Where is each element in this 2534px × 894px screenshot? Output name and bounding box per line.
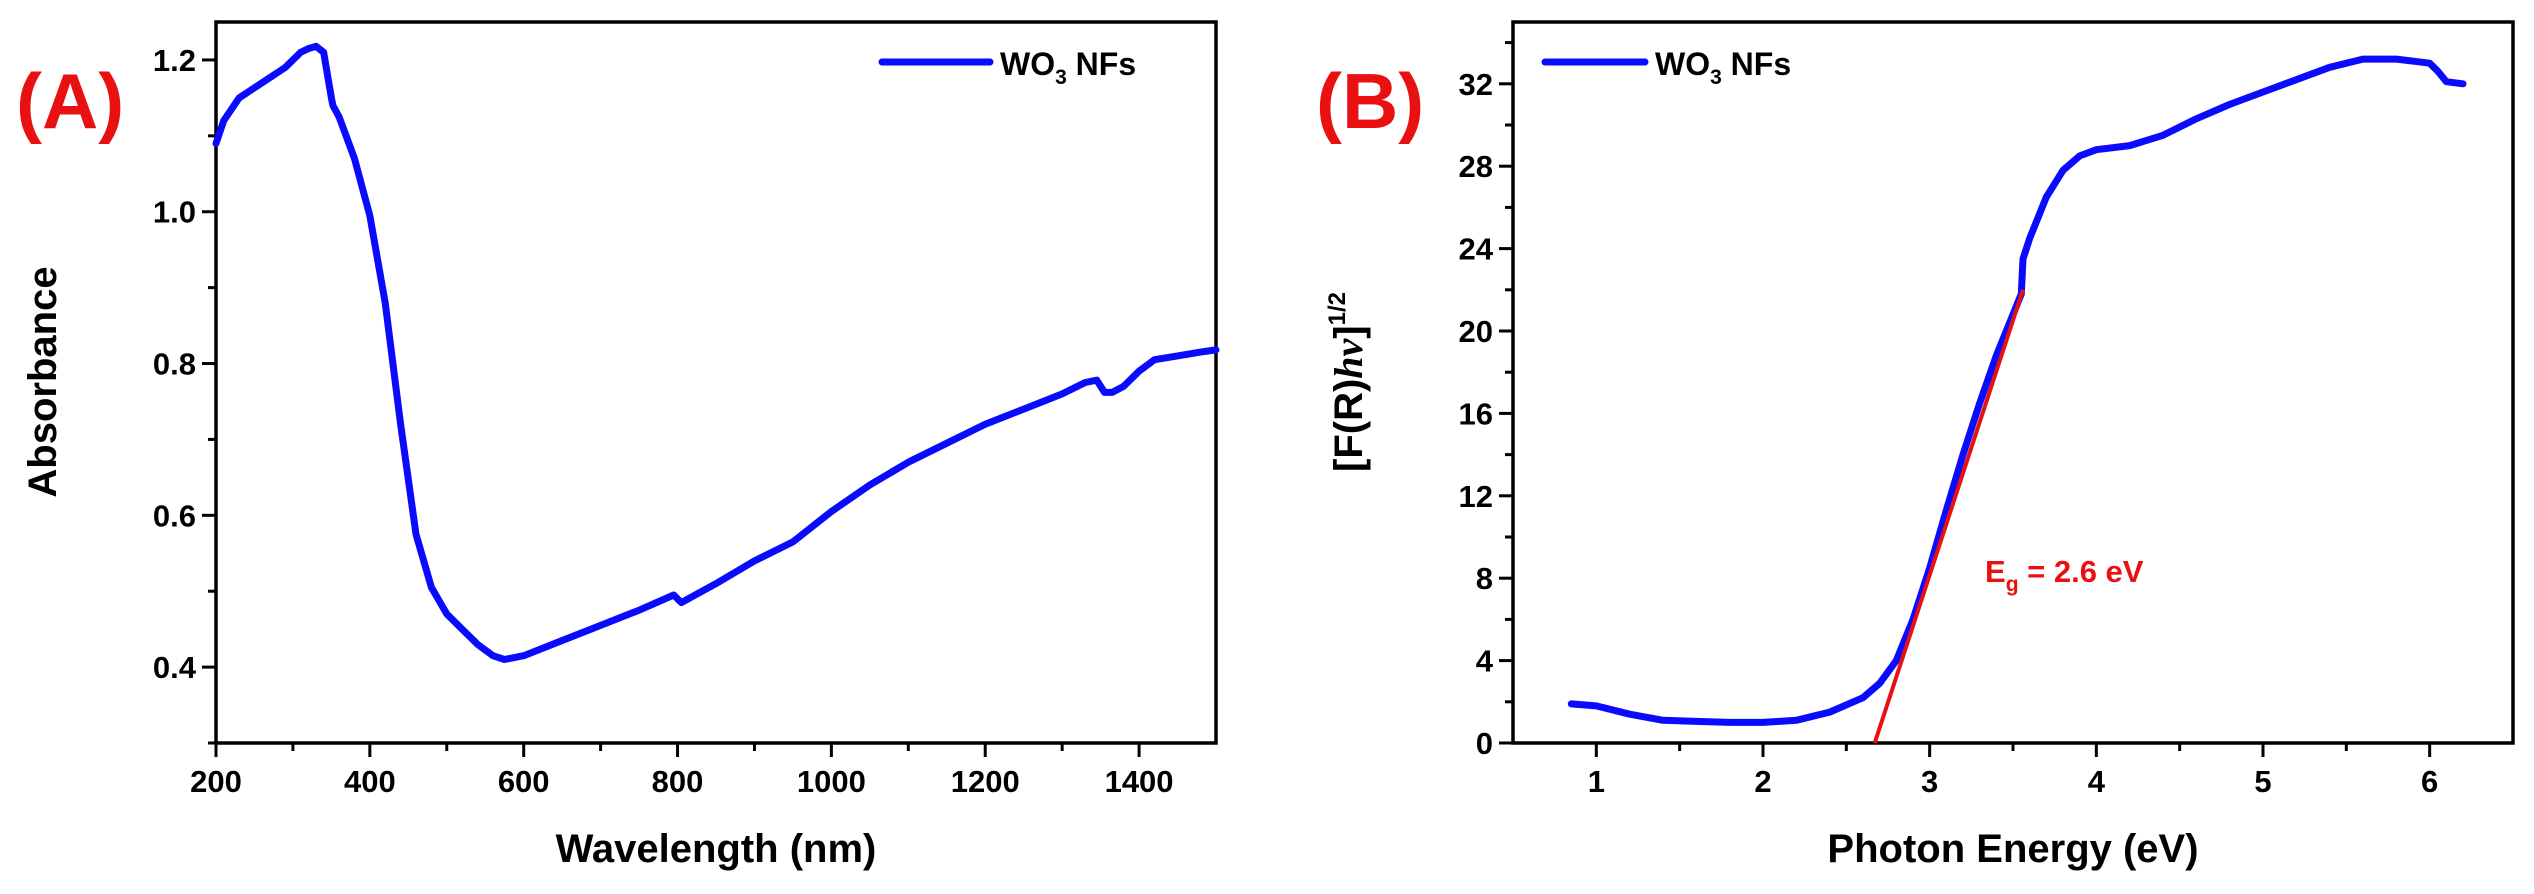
x-tick-label: 1000 (797, 764, 866, 799)
y-tick-label: 24 (1459, 232, 1494, 267)
y-tick-label: 0 (1476, 726, 1493, 761)
x-tick-label: 3 (1921, 764, 1938, 799)
panel-b-legend: WO3 NFs (1541, 46, 1791, 89)
y-tick-label: 0.4 (153, 650, 197, 685)
x-tick-label: 200 (190, 764, 242, 799)
y-tick-label: 8 (1476, 561, 1493, 596)
x-tick-label: 2 (1754, 764, 1771, 799)
y-tick-label: 12 (1459, 479, 1493, 514)
y-tick-label: 16 (1459, 396, 1493, 431)
panel-a-ticks: 200 400 600 800 1000 1200 1400 0.4 0.6 0.8 1.0 1.2 (153, 43, 1174, 799)
y-tick-label: 4 (1476, 644, 1494, 679)
panel-a-legend-label: WO3 NFs (1000, 46, 1136, 89)
panel-a-frame (214, 20, 1218, 745)
panel-a-label: (A) (16, 57, 124, 145)
panel-b-legend-label: WO3 NFs (1655, 46, 1791, 89)
y-tick-label: 1.0 (153, 195, 196, 230)
x-tick-label: 1400 (1105, 764, 1174, 799)
panel-b-label: (B) (1316, 57, 1424, 145)
panel-b-bandgap-annotation: Eg = 2.6 eV (1985, 554, 2144, 596)
y-tick-label: 0.8 (153, 347, 196, 382)
y-tick-label: 32 (1459, 67, 1493, 102)
y-tick-label: 20 (1459, 314, 1493, 349)
x-tick-label: 1 (1588, 764, 1605, 799)
panel-b-series-line (1567, 55, 2467, 726)
x-tick-label: 1200 (951, 764, 1020, 799)
panel-b-linear-fit-line (1872, 289, 2025, 744)
panel-a-series-line (212, 42, 1220, 663)
panel-a: (A) 200 400 600 800 1000 1200 1400 0.4 0.6 0.8 1.0… (16, 20, 1220, 871)
x-tick-label: 400 (344, 764, 396, 799)
y-tick-label: 1.2 (153, 43, 196, 78)
panel-a-x-axis-label: Wavelength (nm) (556, 827, 877, 871)
y-tick-label: 28 (1459, 149, 1493, 184)
panel-b-x-axis-label: Photon Energy (eV) (1827, 827, 2198, 871)
panel-b-frame (1511, 20, 2515, 745)
x-tick-label: 6 (2421, 764, 2438, 799)
panel-a-y-axis-label: Absorbance (21, 266, 65, 497)
x-tick-label: 5 (2254, 764, 2271, 799)
x-tick-label: 600 (498, 764, 550, 799)
y-tick-label: 0.6 (153, 498, 196, 533)
x-tick-label: 800 (652, 764, 704, 799)
panel-b-y-axis-label: [F(R)hν]1/2 (1324, 292, 1371, 472)
x-tick-label: 4 (2088, 764, 2106, 799)
panel-a-legend: WO3 NFs (878, 46, 1136, 89)
